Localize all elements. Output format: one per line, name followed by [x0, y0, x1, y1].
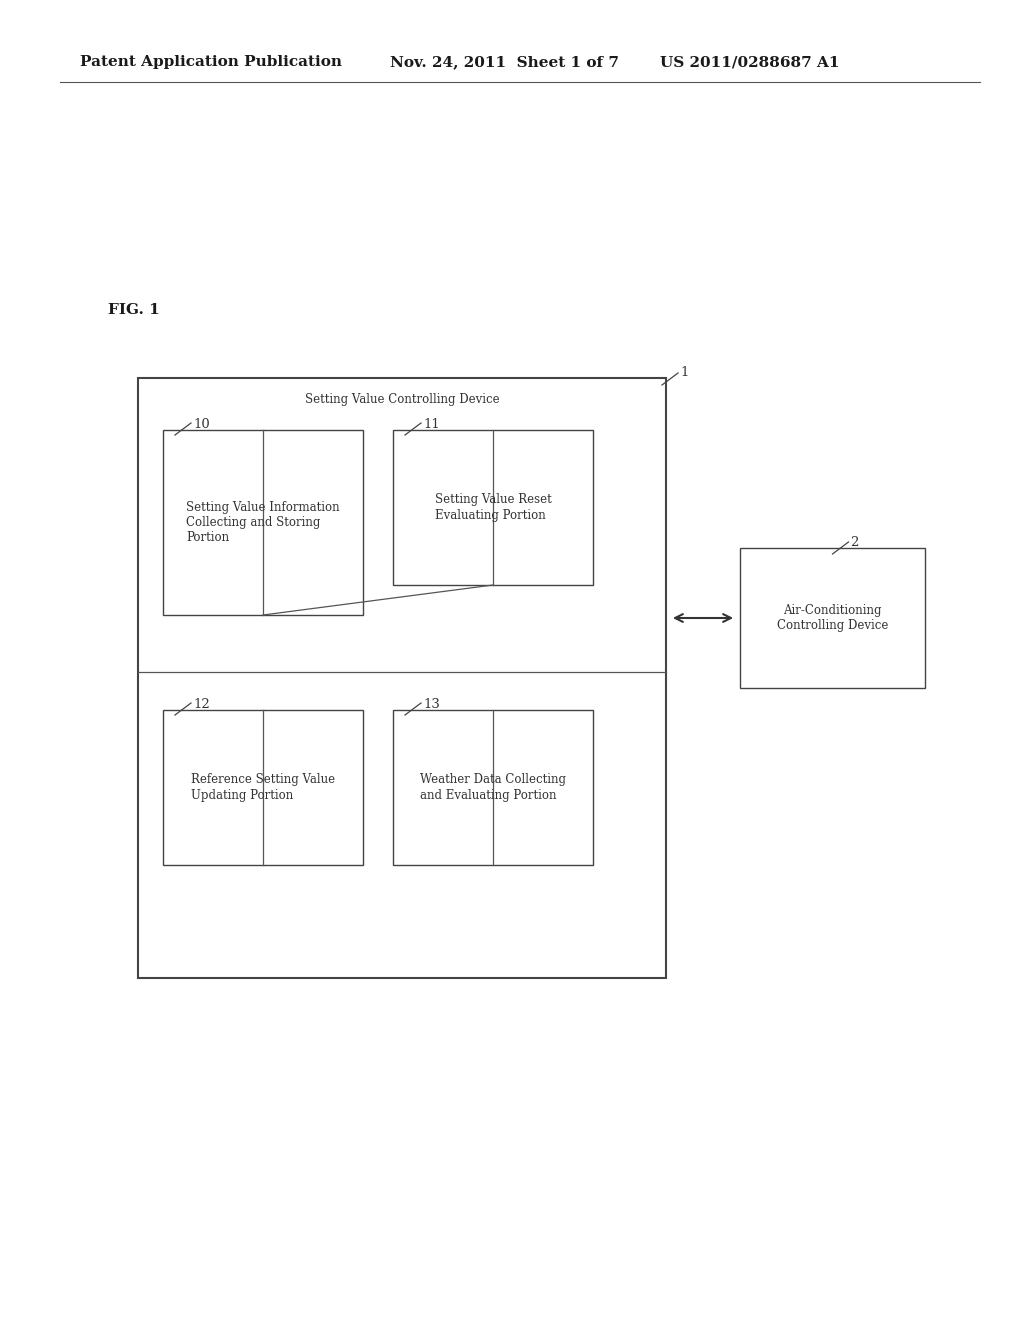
Text: US 2011/0288687 A1: US 2011/0288687 A1 [660, 55, 840, 69]
Text: 1: 1 [680, 366, 688, 379]
Text: Setting Value Controlling Device: Setting Value Controlling Device [305, 393, 500, 407]
Text: Setting Value Reset
Evaluating Portion: Setting Value Reset Evaluating Portion [434, 494, 551, 521]
Text: 10: 10 [193, 417, 210, 430]
Text: FIG. 1: FIG. 1 [108, 304, 160, 317]
Text: 11: 11 [423, 417, 439, 430]
Text: Air-Conditioning
Controlling Device: Air-Conditioning Controlling Device [777, 605, 888, 632]
Text: 12: 12 [193, 697, 210, 710]
Bar [393, 430, 593, 585]
Text: Weather Data Collecting
and Evaluating Portion: Weather Data Collecting and Evaluating P… [420, 774, 566, 801]
Bar [163, 710, 362, 865]
Bar [163, 430, 362, 615]
Text: 2: 2 [851, 536, 859, 549]
Bar [740, 548, 925, 688]
Bar [393, 710, 593, 865]
Text: 13: 13 [423, 697, 440, 710]
Text: Reference Setting Value
Updating Portion: Reference Setting Value Updating Portion [190, 774, 335, 801]
Text: Setting Value Information
Collecting and Storing
Portion: Setting Value Information Collecting and… [186, 502, 340, 544]
Text: Nov. 24, 2011  Sheet 1 of 7: Nov. 24, 2011 Sheet 1 of 7 [390, 55, 618, 69]
Text: Patent Application Publication: Patent Application Publication [80, 55, 342, 69]
Bar [138, 378, 666, 978]
